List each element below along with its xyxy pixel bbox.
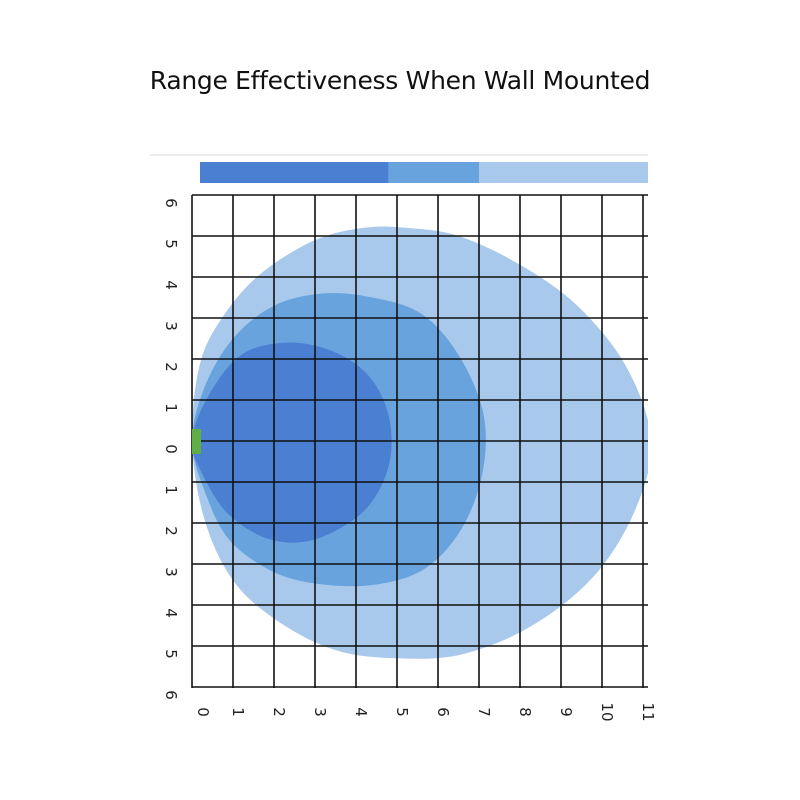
x-tick-label: 8: [516, 707, 534, 717]
y-tick-label: 1: [162, 403, 180, 413]
x-tick-label: 10: [598, 702, 616, 721]
sensor-marker: [192, 429, 201, 454]
x-tick-label: 9: [557, 707, 575, 717]
legend-band-segment-1: [200, 162, 389, 183]
grid: [191, 194, 648, 688]
x-tick-label: 6: [434, 707, 452, 717]
chart-title: Range Effectiveness When Wall Mounted: [149, 66, 651, 95]
sensor-icon: [192, 429, 201, 454]
legend-band-segment-3: [479, 162, 648, 183]
y-tick-label: 6: [162, 690, 180, 700]
x-tick-label: 2: [270, 707, 288, 717]
y-tick-label: 6: [162, 198, 180, 208]
y-tick-label: 3: [162, 567, 180, 577]
y-tick-label: 3: [162, 321, 180, 331]
y-tick-label: 1: [162, 485, 180, 495]
x-tick-label: 11: [639, 702, 657, 721]
legend-color-band: [150, 154, 648, 183]
y-tick-label: 2: [162, 362, 180, 372]
coverage-zone-high: [192, 342, 392, 543]
x-tick-label: 3: [311, 707, 329, 717]
y-tick-label: 5: [162, 649, 180, 659]
x-tick-label: 4: [352, 707, 370, 717]
x-tick-labels: 0 1 2 3 4 5 6 7 8 9 10 11: [194, 702, 657, 721]
y-tick-label: 4: [162, 608, 180, 618]
y-tick-label: 2: [162, 526, 180, 536]
x-tick-label: 7: [475, 707, 493, 717]
x-tick-label: 1: [229, 707, 247, 717]
y-tick-label: 4: [162, 280, 180, 290]
y-tick-label: 0: [162, 444, 180, 454]
y-tick-label: 5: [162, 239, 180, 249]
legend-band-segment-2: [388, 162, 479, 183]
x-tick-label: 0: [194, 707, 212, 717]
y-tick-labels: 6 5 4 3 2 1 0 1 2 3 4 5 6: [162, 198, 180, 700]
x-tick-label: 5: [393, 707, 411, 717]
coverage-zones: [192, 226, 648, 659]
